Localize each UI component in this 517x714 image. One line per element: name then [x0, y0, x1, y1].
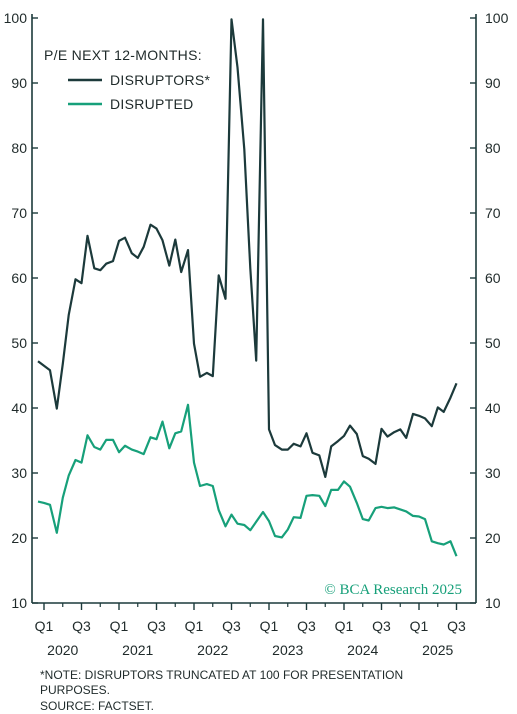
y-tick-label-right: 60 — [485, 270, 501, 286]
x-tick-label: Q3 — [372, 618, 391, 634]
series-line-disrupted — [37, 403, 458, 557]
x-tick-label: Q1 — [185, 618, 204, 634]
x-tick-label: Q1 — [35, 618, 54, 634]
y-tick-label-right: 40 — [485, 400, 501, 416]
x-tick-label: Q1 — [110, 618, 129, 634]
x-tick-label: Q3 — [222, 618, 241, 634]
y-tick-label-left: 20 — [11, 530, 27, 546]
x-tick-label: Q1 — [260, 618, 279, 634]
y-tick-label-right: 20 — [485, 530, 501, 546]
x-tick-label: Q1 — [410, 618, 429, 634]
y-tick-label-left: 60 — [11, 270, 27, 286]
y-tick-label-right: 30 — [485, 465, 501, 481]
footnote-source: SOURCE: FACTSET. — [40, 699, 155, 713]
y-tick-label-right: 10 — [485, 595, 501, 611]
y-tick-label-left: 10 — [11, 595, 27, 611]
series-lines — [37, 18, 458, 557]
y-tick-label-right: 70 — [485, 205, 501, 221]
y-tick-label-left: 50 — [11, 335, 27, 351]
x-year-label: 2023 — [272, 642, 303, 658]
y-tick-label-left: 90 — [11, 75, 27, 91]
legend-title: P/E NEXT 12-MONTHS: — [44, 47, 202, 63]
x-year-label: 2022 — [197, 642, 228, 658]
series-line-disruptors — [37, 18, 458, 478]
x-tick-label: Q1 — [335, 618, 354, 634]
y-tick-label-left: 40 — [11, 400, 27, 416]
y-tick-label-left: 70 — [11, 205, 27, 221]
y-tick-label-right: 90 — [485, 75, 501, 91]
x-tick-label: Q3 — [147, 618, 166, 634]
y-tick-label-right: 100 — [485, 10, 509, 26]
x-year-label: 2024 — [347, 642, 378, 658]
legend-label-disrupted: DISRUPTED — [110, 96, 194, 112]
x-year-label: 2021 — [122, 642, 153, 658]
y-tick-label-left: 100 — [4, 10, 28, 26]
x-tick-label: Q3 — [297, 618, 316, 634]
y-tick-label-left: 80 — [11, 140, 27, 156]
y-tick-label-right: 80 — [485, 140, 501, 156]
watermark: © BCA Research 2025 — [324, 582, 462, 598]
legend-label-disruptors: DISRUPTORS* — [110, 72, 211, 88]
y-tick-label-right: 50 — [485, 335, 501, 351]
y-tick-label-left: 30 — [11, 465, 27, 481]
x-tick-label: Q3 — [447, 618, 466, 634]
footnote-note: *NOTE: DISRUPTORS TRUNCATED AT 100 FOR P… — [40, 668, 404, 697]
x-tick-label: Q3 — [72, 618, 91, 634]
legend: P/E NEXT 12-MONTHS: DISRUPTORS* DISRUPTED — [44, 47, 211, 112]
x-year-label: 2020 — [47, 642, 78, 658]
x-year-label: 2025 — [422, 642, 453, 658]
